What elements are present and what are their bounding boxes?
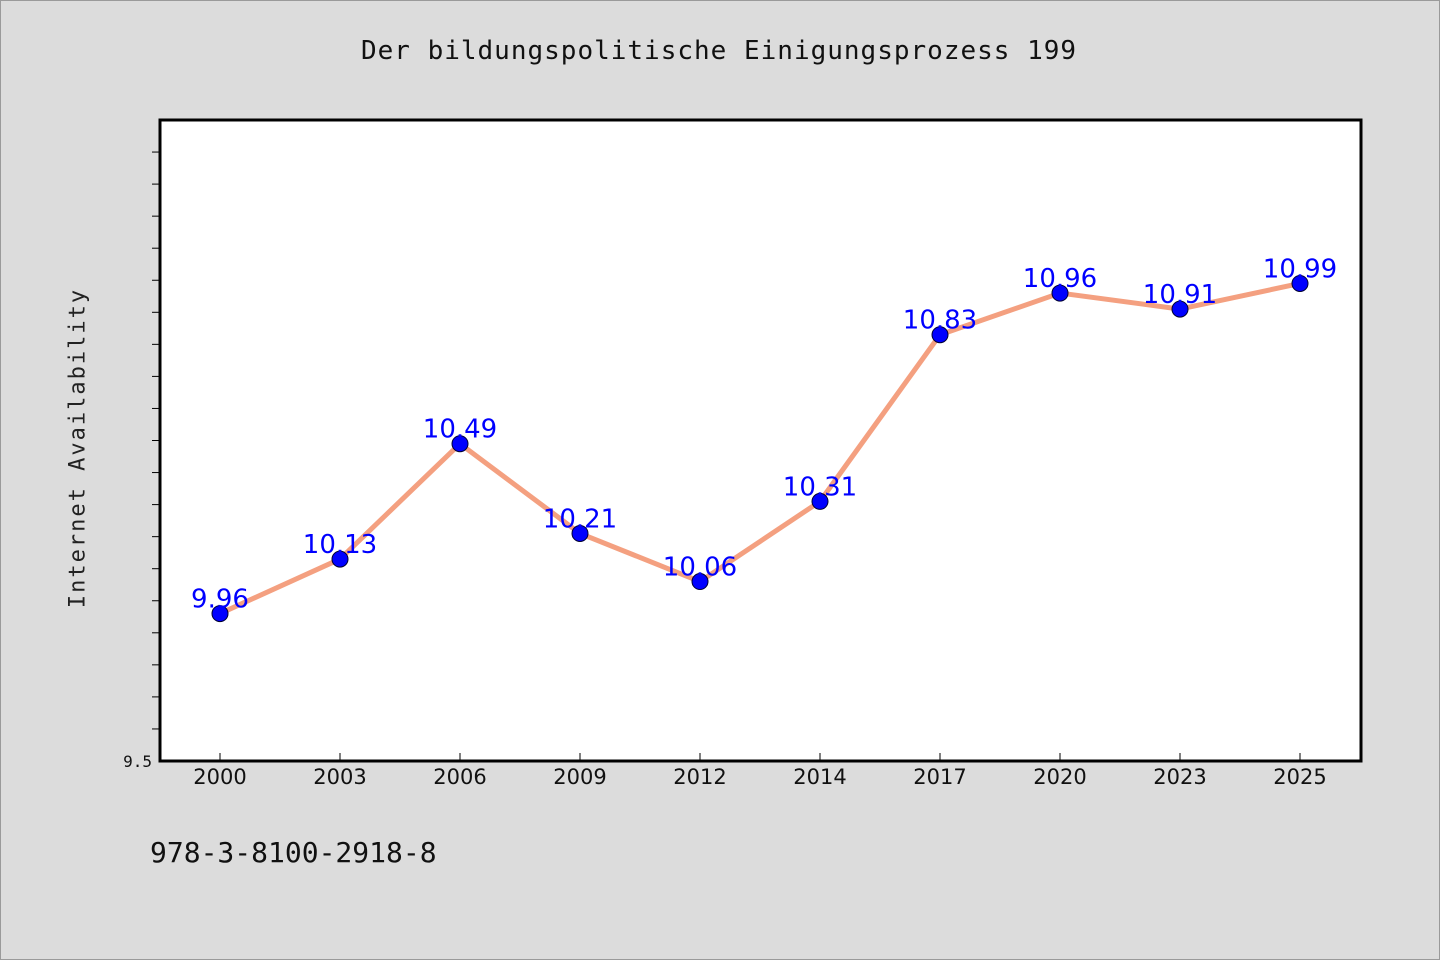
data-point: [811, 492, 829, 510]
data-point: [331, 550, 349, 568]
x-tick-label: 2000: [193, 765, 246, 789]
x-tick-label: 2023: [1153, 765, 1206, 789]
plot-area: [158, 118, 1363, 763]
data-label: 9.96: [191, 585, 249, 615]
series-group: [211, 274, 1309, 623]
data-point: [1291, 274, 1309, 292]
x-tick-label: 2017: [913, 765, 966, 789]
x-tick-label: 2025: [1273, 765, 1326, 789]
data-label: 10.99: [1263, 254, 1337, 284]
x-tick-label: 2006: [433, 765, 486, 789]
x-tick-label: 2003: [313, 765, 366, 789]
data-point: [571, 524, 589, 542]
series-line: [217, 280, 1303, 617]
data-point: [451, 435, 469, 453]
data-point: [1051, 284, 1069, 302]
data-labels-group: 9.96 10.13 10.49 10.21 10.06 10.31 10.83 10.96 1…: [191, 254, 1337, 614]
data-label: 10.49: [423, 415, 497, 445]
y-tick-label: 9.5: [123, 752, 152, 771]
x-axis-ticks: 2000 2003 2006 2009 2012 2014 2017 2020 2023 2025: [193, 753, 1327, 789]
x-tick-label: 2020: [1033, 765, 1086, 789]
data-point: [691, 573, 709, 591]
y-axis-ticks: 9.5: [123, 151, 160, 771]
x-tick-label: 2012: [673, 765, 726, 789]
data-label: 10.06: [663, 553, 737, 583]
data-label: 10.91: [1143, 280, 1217, 310]
x-tick-label: 2014: [793, 765, 846, 789]
chart-title: Der bildungspolitische Einigungsprozess …: [360, 36, 1078, 66]
data-label: 10.13: [303, 530, 377, 560]
data-point: [931, 326, 949, 344]
data-label: 10.31: [783, 472, 857, 502]
data-point: [1171, 300, 1189, 318]
isbn-footer: 978-3-8100-2918-8: [150, 836, 437, 869]
data-point: [211, 605, 229, 623]
data-label: 10.96: [1023, 264, 1097, 294]
data-label: 10.21: [543, 504, 617, 534]
data-label: 10.83: [903, 306, 977, 336]
x-tick-label: 2009: [553, 765, 606, 789]
